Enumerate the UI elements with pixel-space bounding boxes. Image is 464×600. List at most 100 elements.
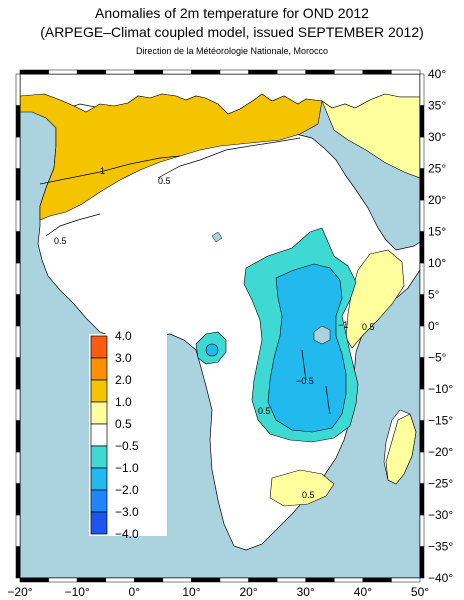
frame-segment	[15, 451, 21, 484]
frame-segment	[362, 577, 392, 583]
contour-label: −1	[338, 320, 348, 330]
latitude-tick-label: 40°	[428, 67, 446, 81]
legend-label: 3.0	[115, 351, 132, 365]
anomaly-cool-1-2-central-africa	[267, 263, 347, 433]
frame-segment	[276, 577, 306, 583]
latitude-tick-label: 20°	[428, 193, 446, 207]
frame-segment	[334, 577, 364, 583]
frame-segment	[15, 73, 21, 106]
frame-segment	[15, 546, 21, 579]
frame-segment	[305, 69, 335, 75]
frame-segment	[305, 577, 335, 583]
frame-segment	[419, 420, 425, 453]
contour-line-05-west	[45, 213, 101, 237]
contour-label: 0.5	[362, 322, 375, 332]
contour-label: 0.5	[302, 490, 315, 500]
anomaly-warm-05-1-southern-africa	[269, 469, 335, 507]
contour-label: 0.5	[258, 406, 271, 416]
frame-segment	[419, 262, 425, 295]
latitude-tick-label: 15°	[428, 225, 446, 239]
frame-segment	[191, 577, 221, 583]
frame-segment	[419, 136, 425, 169]
latitude-tick-label: 0°	[428, 319, 440, 333]
frame-segment	[19, 577, 49, 583]
latitude-tick-label: 5°	[428, 288, 440, 302]
frame-segment	[362, 69, 392, 75]
legend-label: 1.0	[115, 395, 132, 409]
frame-segment	[419, 483, 425, 516]
legend-swatch	[90, 423, 108, 447]
legend-swatch	[90, 467, 108, 491]
frame-segment	[419, 199, 425, 232]
frame-segment	[15, 262, 21, 295]
frame-segment	[419, 357, 425, 390]
latitude-tick-label: −15°	[428, 414, 453, 428]
map-title: Anomalies of 2m temperature for OND 2012	[95, 5, 369, 21]
frame-segment	[162, 69, 192, 75]
frame-segment	[15, 357, 21, 390]
lake-malawi	[325, 385, 331, 415]
legend-label: 4.0	[115, 329, 132, 343]
frame-segment	[134, 577, 164, 583]
contour-label: 0.5	[54, 236, 67, 246]
anomaly-warm-05-1-madagascar	[385, 413, 417, 485]
legend-label: 2.0	[115, 373, 132, 387]
latitude-tick-label: −20°	[428, 445, 453, 459]
latitude-tick-label: −25°	[428, 477, 453, 491]
latitude-tick-label: −10°	[428, 382, 453, 396]
legend-label: −1.0	[115, 461, 139, 475]
frame-segment	[15, 420, 21, 453]
lake-victoria	[313, 325, 331, 345]
legend-label: 0.5	[115, 417, 132, 431]
legend-swatch	[90, 511, 108, 535]
legend-label: −3.0	[115, 505, 139, 519]
frame-segment	[15, 325, 21, 358]
frame-segment	[15, 231, 21, 264]
contour-line-05-north	[157, 137, 301, 179]
frame-segment	[15, 199, 21, 232]
frame-segment	[15, 388, 21, 421]
latitude-tick-label: −35°	[428, 540, 453, 554]
latitude-tick-label: −30°	[428, 508, 453, 522]
frame-segment	[391, 577, 421, 583]
frame-segment	[419, 325, 425, 358]
frame-segment	[15, 136, 21, 169]
contour-label: 1	[100, 166, 105, 176]
frame-checkerboard	[15, 69, 425, 583]
longitude-tick-label: 10°	[182, 585, 200, 599]
legend-label: −0.5	[115, 439, 139, 453]
frame-segment	[276, 69, 306, 75]
legend-swatch	[90, 335, 108, 359]
anomaly-warm-05-1-arabia	[321, 93, 420, 179]
frame-segment	[48, 69, 78, 75]
longitude-tick-label: −10°	[65, 585, 90, 599]
contour-line-1	[39, 155, 181, 185]
frame-segment	[419, 105, 425, 138]
longitude-tick-label: 20°	[239, 585, 257, 599]
latitude-tick-label: 10°	[428, 256, 446, 270]
frame-segment	[419, 546, 425, 579]
map-credit: Direction de la Météorologie Nationale, …	[135, 46, 329, 56]
latitude-labels: 40° 35° 30° 25° 20° 15° 10° 5° 0° −5° −10° −15° −20°…	[428, 67, 453, 585]
color-legend: 4.0 3.0 2.0 1.0 0.5 −0.5 −1.0 −2.0 −3.0 −4.0	[89, 329, 167, 541]
contour-label: −0.5	[296, 376, 314, 386]
longitude-tick-label: 30°	[297, 585, 315, 599]
frame-segment	[419, 388, 425, 421]
frame-segment	[419, 231, 425, 264]
frame-segment	[391, 69, 421, 75]
frame-segment	[15, 483, 21, 516]
longitude-tick-label: 50°	[411, 585, 429, 599]
latitude-tick-label: 35°	[428, 99, 446, 113]
latitude-tick-label: 30°	[428, 130, 446, 144]
frame-segment	[248, 69, 278, 75]
frame-segment	[219, 69, 249, 75]
frame-segment	[48, 577, 78, 583]
legend-swatch	[90, 401, 108, 425]
frame-segment	[248, 577, 278, 583]
frame-segment	[419, 73, 425, 106]
frame-segment	[19, 69, 49, 75]
latitude-tick-label: −5°	[428, 351, 447, 365]
frame-segment	[191, 69, 221, 75]
contour-label: 0.5	[158, 176, 171, 186]
